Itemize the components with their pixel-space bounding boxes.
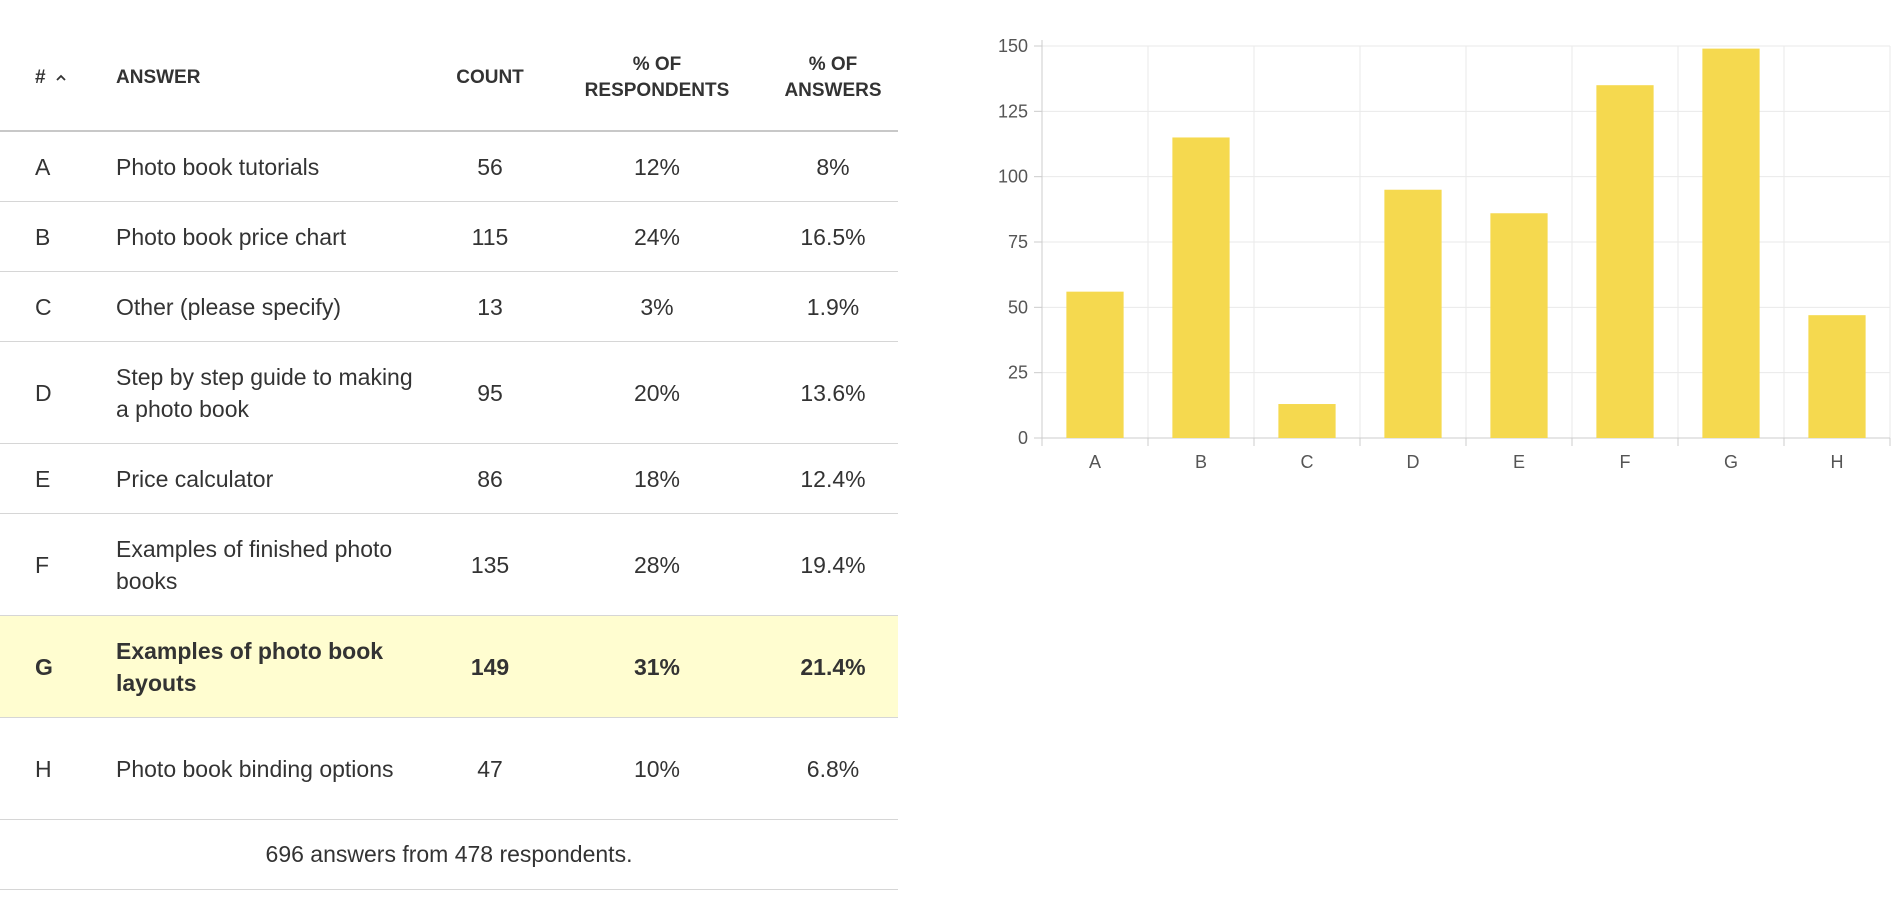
table-row: B Photo book price chart 115 24% 16.5% bbox=[0, 202, 898, 272]
row-pct-respondents: 31% bbox=[633, 653, 681, 680]
header-id-label: # bbox=[35, 67, 46, 88]
row-id: A bbox=[35, 153, 51, 180]
x-tick-label: G bbox=[1724, 452, 1738, 472]
x-tick-label: D bbox=[1407, 452, 1420, 472]
row-answer: Price calculator bbox=[116, 465, 274, 492]
row-answer: Examples of photo book layouts bbox=[116, 637, 384, 696]
bar-d bbox=[1384, 189, 1442, 438]
row-pct-answers: 19.4% bbox=[800, 551, 866, 578]
table-row-highlighted: G Examples of photo book layouts 149 31%… bbox=[0, 616, 898, 718]
header-answer[interactable]: ANSWER bbox=[116, 67, 201, 88]
x-tick-label: B bbox=[1195, 452, 1207, 472]
row-id: D bbox=[35, 379, 52, 406]
row-id: C bbox=[35, 293, 52, 320]
row-count: 56 bbox=[477, 153, 503, 180]
x-tick-label: C bbox=[1301, 452, 1314, 472]
row-count: 47 bbox=[477, 755, 503, 782]
header-pct-answers[interactable]: % OF ANSWERS bbox=[768, 52, 898, 104]
row-count: 95 bbox=[477, 379, 503, 406]
y-tick-label: 150 bbox=[998, 36, 1028, 56]
row-answer: Step by step guide to making a photo boo… bbox=[116, 363, 413, 422]
y-tick-label: 50 bbox=[1008, 297, 1028, 317]
x-tick-label: E bbox=[1513, 452, 1525, 472]
row-pct-respondents: 28% bbox=[633, 551, 681, 578]
row-id: F bbox=[35, 551, 50, 578]
row-answer: Photo book price chart bbox=[116, 223, 347, 250]
row-answer: Photo book binding options bbox=[116, 755, 394, 782]
row-pct-answers: 6.8% bbox=[806, 755, 860, 782]
row-answer: Examples of finished photo books bbox=[116, 535, 393, 594]
row-pct-answers: 21.4% bbox=[800, 653, 866, 680]
y-tick-label: 75 bbox=[1008, 232, 1028, 252]
row-pct-respondents: 3% bbox=[640, 293, 674, 320]
row-answer: Photo book tutorials bbox=[116, 153, 320, 180]
table-row: C Other (please specify) 13 3% 1.9% bbox=[0, 272, 898, 342]
bar-a bbox=[1066, 291, 1124, 438]
row-id: E bbox=[35, 465, 51, 492]
sort-ascending-icon bbox=[55, 74, 66, 81]
y-tick-label: 25 bbox=[1008, 363, 1028, 383]
sort-by-id-button[interactable]: # bbox=[35, 65, 68, 91]
row-pct-respondents: 10% bbox=[633, 755, 681, 782]
row-id: G bbox=[35, 653, 53, 680]
header-pct-respondents-line1: % OF bbox=[632, 54, 682, 75]
row-pct-respondents: 18% bbox=[633, 465, 681, 492]
header-pct-respondents[interactable]: % OF RESPONDENTS bbox=[546, 52, 768, 104]
row-count: 135 bbox=[470, 551, 510, 578]
bar-b bbox=[1172, 137, 1230, 438]
header-id[interactable]: # bbox=[0, 65, 116, 91]
header-count[interactable]: COUNT bbox=[456, 67, 524, 88]
bar-c bbox=[1278, 404, 1336, 438]
table-row: E Price calculator 86 18% 12.4% bbox=[0, 444, 898, 514]
row-pct-answers: 16.5% bbox=[800, 223, 866, 250]
results-table: # ANSWER COUNT % OF RESPONDENTS % OF ANS… bbox=[0, 26, 898, 890]
row-count: 86 bbox=[477, 465, 503, 492]
row-id: B bbox=[35, 223, 51, 250]
table-row: D Step by step guide to making a photo b… bbox=[0, 342, 898, 444]
bar-f bbox=[1596, 85, 1654, 438]
x-tick-label: H bbox=[1831, 452, 1844, 472]
row-pct-answers: 1.9% bbox=[806, 293, 860, 320]
table-footer: 696 answers from 478 respondents. bbox=[0, 820, 898, 890]
x-tick-label: A bbox=[1089, 452, 1101, 472]
row-pct-respondents: 24% bbox=[633, 223, 681, 250]
row-pct-respondents: 12% bbox=[633, 153, 681, 180]
bar-chart: 0 25 50 75 100 125 150 A B C D E F G H bbox=[980, 20, 1892, 490]
table-row: H Photo book binding options 47 10% 6.8% bbox=[0, 718, 898, 820]
row-count: 115 bbox=[471, 223, 509, 250]
row-pct-answers: 12.4% bbox=[800, 465, 866, 492]
header-pct-respondents-line2: RESPONDENTS bbox=[584, 80, 730, 101]
row-answer: Other (please specify) bbox=[116, 293, 341, 320]
y-tick-label: 0 bbox=[1018, 428, 1028, 448]
row-count: 13 bbox=[477, 293, 503, 320]
table-row: A Photo book tutorials 56 12% 8% bbox=[0, 132, 898, 202]
row-id: H bbox=[35, 755, 52, 782]
row-pct-respondents: 20% bbox=[633, 379, 681, 406]
y-tick-label: 125 bbox=[998, 101, 1028, 121]
bar-chart-svg: 0 25 50 75 100 125 150 A B C D E F G H bbox=[998, 36, 1891, 472]
table-header: # ANSWER COUNT % OF RESPONDENTS % OF ANS… bbox=[0, 26, 898, 132]
y-tick-label: 100 bbox=[998, 167, 1028, 187]
x-tick-label: F bbox=[1620, 452, 1631, 472]
bar-g bbox=[1702, 48, 1760, 438]
row-count: 149 bbox=[470, 653, 510, 680]
header-pct-answers-line2: ANSWERS bbox=[784, 80, 882, 101]
bar-h bbox=[1808, 315, 1866, 438]
bar-e bbox=[1490, 213, 1548, 438]
header-pct-answers-line1: % OF bbox=[808, 54, 858, 75]
table-row: F Examples of finished photo books 135 2… bbox=[0, 514, 898, 616]
row-pct-answers: 13.6% bbox=[800, 379, 866, 406]
row-pct-answers: 8% bbox=[816, 153, 850, 180]
